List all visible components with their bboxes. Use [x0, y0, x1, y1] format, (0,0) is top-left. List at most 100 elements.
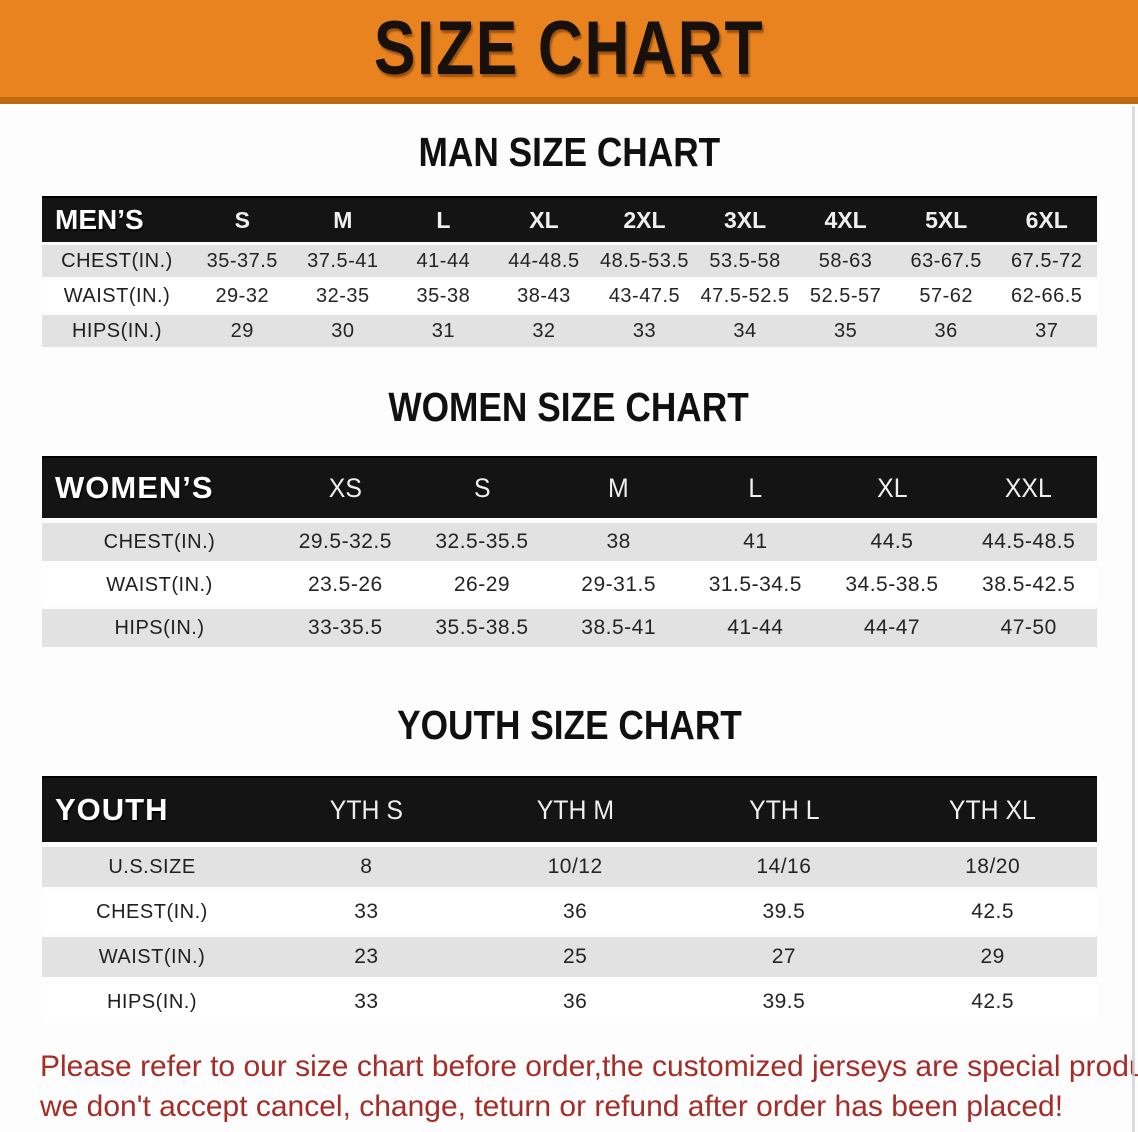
size-value-cell: 57-62	[919, 284, 973, 307]
table-row: WAIST(IN.) 29-32 32-35 35-38 38-43 43-47.5 47.…	[42, 280, 1097, 312]
size-value-cell: 33-35.5	[307, 616, 383, 639]
size-value-cell: 25	[562, 945, 588, 968]
disclaimer-line-1: Please refer to our size chart before or…	[40, 1050, 1138, 1083]
row-label: WAIST(IN.)	[98, 945, 206, 968]
table-row: WAIST(IN.) 23 25 27 29	[42, 937, 1097, 977]
table-corner-label: WOMEN’S	[55, 470, 214, 505]
size-value-cell: 29-32	[215, 284, 270, 307]
scan-edge-line	[1132, 106, 1135, 1132]
size-column-header: L	[436, 206, 451, 233]
size-value-cell: 38.5-42.5	[982, 573, 1076, 596]
table-header-row: WOMEN’S XS S M L XL XXL	[42, 456, 1097, 518]
size-value-cell: 27	[771, 945, 797, 968]
size-value-cell: 44-47	[863, 616, 921, 639]
size-column-header: S	[473, 472, 491, 503]
size-value-cell: 42.5	[971, 990, 1015, 1013]
size-column-header: XL	[876, 472, 908, 503]
banner-title: SIZE CHART	[373, 6, 765, 91]
size-value-cell: 14/16	[756, 855, 812, 878]
size-value-cell: 10/12	[547, 855, 603, 878]
table-header-row: YOUTH YTH S YTH M YTH L YTH XL	[42, 776, 1097, 842]
youth-section-title: YOUTH SIZE CHART	[0, 702, 1138, 748]
size-value-cell: 43-47.5	[608, 284, 681, 307]
size-value-cell: 32	[532, 319, 556, 342]
man-section-title: MAN SIZE CHART	[0, 129, 1138, 175]
size-value-cell: 63-67.5	[910, 249, 982, 272]
size-value-cell: 44.5	[870, 530, 914, 553]
size-column-header: YTH M	[536, 794, 614, 825]
table-row: HIPS(IN.) 33-35.5 35.5-38.5 38.5-41 41-44 44-…	[42, 609, 1097, 647]
size-value-cell: 53.5-58	[709, 249, 781, 272]
size-value-cell: 38	[606, 530, 631, 553]
row-label: HIPS(IN.)	[71, 319, 163, 342]
size-value-cell: 29-31.5	[581, 573, 657, 596]
row-label: CHEST(IN.)	[61, 249, 173, 272]
size-value-cell: 32.5-35.5	[435, 530, 529, 553]
size-value-cell: 36	[562, 990, 588, 1013]
size-value-cell: 36	[934, 319, 958, 342]
size-value-cell: 47-50	[1000, 616, 1057, 639]
size-column-header: YTH S	[329, 794, 403, 825]
row-label: HIPS(IN.)	[106, 990, 198, 1013]
size-column-header: YTH XL	[949, 794, 1037, 825]
size-column-header: 6XL	[1025, 206, 1068, 233]
size-value-cell: 34	[733, 319, 757, 342]
table-row: CHEST(IN.) 35-37.5 37.5-41 41-44 44-48.5 48.5…	[42, 245, 1097, 277]
youth-size-table: YOUTH YTH S YTH M YTH L YTH XL U.S.SIZE 8 10/12…	[42, 776, 1097, 1022]
size-value-cell: 23.5-26	[307, 573, 383, 596]
size-value-cell: 26-29	[453, 573, 511, 596]
size-value-cell: 35	[833, 319, 858, 342]
size-value-cell: 58-63	[818, 249, 873, 272]
size-column-header: XL	[529, 206, 559, 233]
size-value-cell: 34.5-38.5	[845, 573, 939, 596]
size-value-cell: 39.5	[762, 900, 806, 923]
size-value-cell: 48.5-53.5	[599, 249, 689, 272]
table-row: CHEST(IN.) 33 36 39.5 42.5	[42, 892, 1097, 932]
row-label: CHEST(IN.)	[103, 530, 216, 553]
table-row: WAIST(IN.) 23.5-26 26-29 29-31.5 31.5-34.5 34…	[42, 566, 1097, 604]
size-column-header: XXL	[1005, 472, 1053, 503]
size-value-cell: 32-35	[316, 284, 370, 307]
size-value-cell: 44.5-48.5	[982, 530, 1076, 553]
size-column-header: S	[234, 206, 250, 233]
size-column-header: 2XL	[623, 206, 666, 233]
size-value-cell: 36	[562, 900, 588, 923]
womens-size-table: WOMEN’S XS S M L XL XXL CHEST(IN.) 29.5-32.5 32.5…	[42, 456, 1097, 647]
mens-size-table: MEN’S S M L XL 2XL 3XL 4XL 5XL 6XL CHEST(IN.) 35-37…	[42, 196, 1097, 347]
table-row: HIPS(IN.) 29 30 31 32 33 34 35 36 37	[42, 315, 1097, 347]
size-column-header: 3XL	[723, 206, 767, 233]
size-value-cell: 37	[1035, 319, 1059, 342]
table-corner-label: MEN’S	[55, 204, 144, 235]
row-label: U.S.SIZE	[108, 855, 196, 878]
size-value-cell: 37.5-41	[307, 249, 379, 272]
size-value-cell: 23	[354, 945, 379, 968]
size-value-cell: 42.5	[971, 900, 1015, 923]
size-value-cell: 29.5-32.5	[298, 530, 392, 553]
row-label: WAIST(IN.)	[106, 573, 213, 596]
size-value-cell: 44-48.5	[508, 249, 580, 272]
size-value-cell: 41-44	[416, 249, 471, 272]
size-value-cell: 35.5-38.5	[435, 616, 529, 639]
size-value-cell: 52.5-57	[809, 284, 882, 307]
table-row: HIPS(IN.) 33 36 39.5 42.5	[42, 982, 1097, 1022]
size-column-header: M	[333, 206, 353, 233]
size-value-cell: 41-44	[727, 616, 784, 639]
size-value-cell: 35-38	[416, 284, 471, 307]
size-column-header: XS	[328, 472, 362, 503]
table-corner-label: YOUTH	[55, 792, 169, 827]
size-column-header: M	[608, 472, 630, 503]
table-row: U.S.SIZE 8 10/12 14/16 18/20	[42, 847, 1097, 887]
size-value-cell: 41	[743, 530, 768, 553]
size-column-header: 4XL	[824, 206, 867, 233]
size-value-cell: 38-43	[517, 284, 571, 307]
row-label: WAIST(IN.)	[63, 284, 171, 307]
disclaimer-line-2: we don't accept cancel, change, teturn o…	[40, 1090, 1064, 1123]
size-value-cell: 31	[431, 319, 455, 342]
table-row: CHEST(IN.) 29.5-32.5 32.5-35.5 38 41 44.5 44.5…	[42, 523, 1097, 561]
size-value-cell: 62-66.5	[1011, 284, 1083, 307]
disclaimer-text: Please refer to our size chart before or…	[0, 1047, 1138, 1127]
size-column-header: L	[748, 472, 763, 503]
size-value-cell: 35-37.5	[206, 249, 278, 272]
table-header-row: MEN’S S M L XL 2XL 3XL 4XL 5XL 6XL	[42, 196, 1097, 242]
size-value-cell: 67.5-72	[1011, 249, 1083, 272]
